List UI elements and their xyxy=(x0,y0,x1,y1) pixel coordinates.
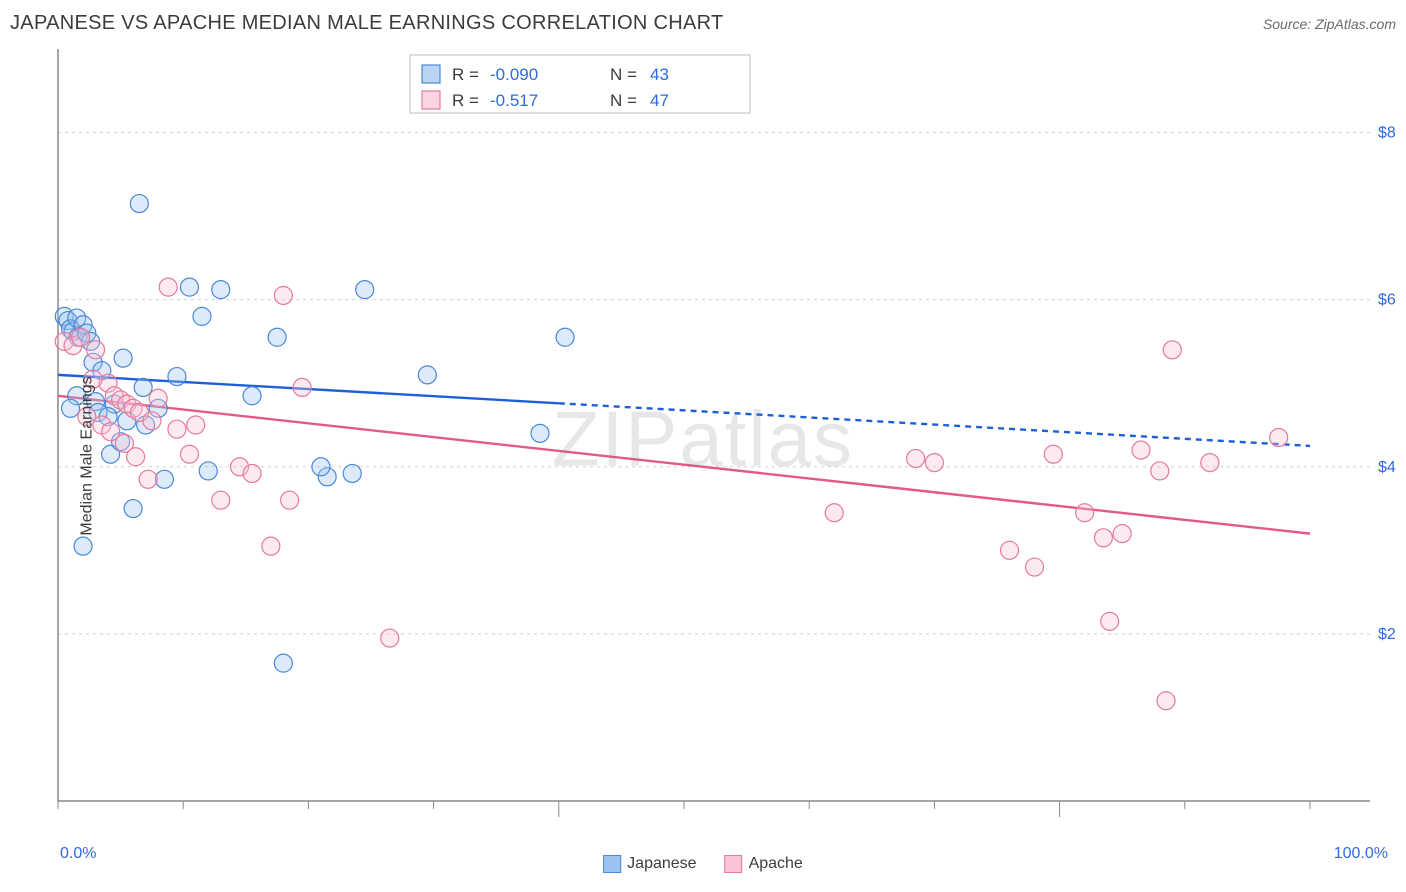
bottom-legend: Japanese Apache xyxy=(603,855,803,873)
svg-text:$80,000: $80,000 xyxy=(1378,125,1396,142)
svg-text:R =: R = xyxy=(452,65,479,84)
svg-text:$20,000: $20,000 xyxy=(1378,626,1396,643)
svg-text:47: 47 xyxy=(650,91,669,110)
chart-area: Median Male Earnings ZIPatlas $20,000$40… xyxy=(10,41,1396,871)
legend-item: Japanese xyxy=(603,855,696,873)
legend-item: Apache xyxy=(725,855,803,873)
svg-text:$40,000: $40,000 xyxy=(1378,459,1396,476)
x-min-label: 0.0% xyxy=(60,845,96,863)
svg-text:N =: N = xyxy=(610,65,637,84)
svg-text:43: 43 xyxy=(650,65,669,84)
svg-text:$60,000: $60,000 xyxy=(1378,292,1396,309)
y-axis-label: Median Male Earnings xyxy=(79,376,97,535)
svg-text:-0.090: -0.090 xyxy=(490,65,538,84)
source-label: Source: ZipAtlas.com xyxy=(1263,16,1396,32)
svg-text:R =: R = xyxy=(452,91,479,110)
scatter-plot: $20,000 $40,000 $60,000 $80,000 R = -0.090 N =… xyxy=(10,41,1396,841)
chart-title: JAPANESE VS APACHE MEDIAN MALE EARNINGS … xyxy=(10,12,724,35)
x-max-label: 100.0% xyxy=(1334,845,1388,863)
svg-text:-0.517: -0.517 xyxy=(490,91,538,110)
svg-text:N =: N = xyxy=(610,91,637,110)
